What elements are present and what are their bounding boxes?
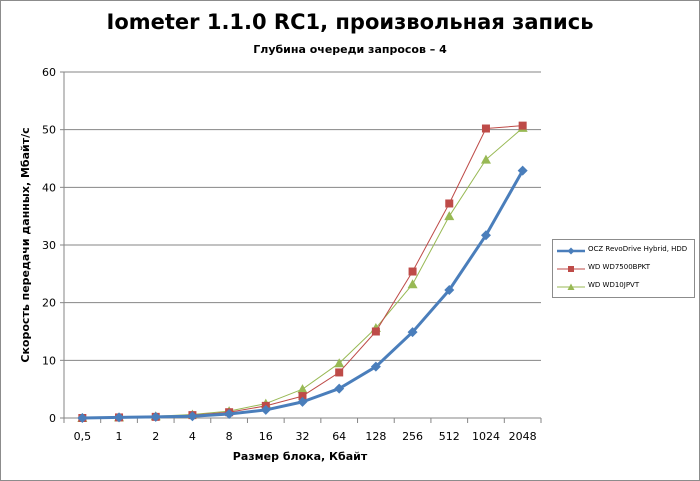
point-s1-10 bbox=[445, 199, 454, 208]
point-s0-1 bbox=[114, 412, 125, 423]
xtick-label-12: 2048 bbox=[509, 430, 537, 443]
x-tick-labels: 0,5 1 2 4 8 16 32 64 128 256 512 1024 2048 bbox=[74, 430, 537, 443]
point-s1-6 bbox=[298, 392, 307, 401]
legend-label-ocz-revodrive: OCZ RevoDrive Hybrid, HDD bbox=[588, 245, 688, 253]
xtick-label-4: 8 bbox=[226, 430, 233, 443]
point-s2-7 bbox=[334, 358, 345, 368]
point-s1-7 bbox=[335, 368, 344, 377]
xtick-label-3: 4 bbox=[189, 430, 196, 443]
point-s1-12 bbox=[518, 121, 527, 130]
series-0 bbox=[77, 165, 528, 423]
series-line-0 bbox=[82, 169, 524, 420]
ytick-label-30: 30 bbox=[42, 239, 56, 252]
xtick-label-6: 32 bbox=[296, 430, 310, 443]
xtick-label-11: 1024 bbox=[472, 430, 500, 443]
series-1 bbox=[78, 121, 527, 422]
point-s1-8 bbox=[371, 327, 380, 336]
point-s0-8 bbox=[370, 361, 381, 372]
xtick-label-7: 64 bbox=[332, 430, 346, 443]
x-axis-label: Размер блока, Кбайт bbox=[233, 450, 368, 463]
xtick-label-0: 0,5 bbox=[74, 430, 92, 443]
point-s2-11 bbox=[480, 154, 491, 164]
xtick-label-2: 2 bbox=[152, 430, 159, 443]
legend-item-wd10jpvt: WD WD10JPVT bbox=[553, 279, 694, 295]
legend-swatch-wd7500bpkt bbox=[557, 266, 585, 272]
series-line-1 bbox=[82, 125, 523, 419]
series-lines bbox=[77, 121, 528, 423]
ytick-label-10: 10 bbox=[42, 354, 56, 367]
series-line-2 bbox=[82, 127, 523, 419]
point-s0-3 bbox=[187, 411, 198, 422]
y-axis-label: Скорость передачи данных, Мбайт/с bbox=[19, 127, 32, 362]
ytick-label-20: 20 bbox=[42, 297, 56, 310]
point-s0-4 bbox=[224, 408, 235, 419]
point-s2-10 bbox=[444, 211, 455, 221]
point-s0-10 bbox=[444, 284, 455, 295]
point-s1-11 bbox=[481, 124, 490, 133]
chart-subtitle: Глубина очереди запросов – 4 bbox=[253, 43, 447, 56]
point-s0-7 bbox=[334, 383, 345, 394]
point-s0-5 bbox=[260, 404, 271, 415]
point-s1-9 bbox=[408, 267, 417, 276]
xtick-label-1: 1 bbox=[116, 430, 123, 443]
xtick-label-8: 128 bbox=[365, 430, 386, 443]
ytick-label-40: 40 bbox=[42, 181, 56, 194]
legend-label-wd10jpvt: WD WD10JPVT bbox=[588, 281, 640, 289]
xtick-label-10: 512 bbox=[439, 430, 460, 443]
point-s0-11 bbox=[480, 230, 491, 241]
xtick-label-9: 256 bbox=[402, 430, 423, 443]
axes bbox=[60, 71, 542, 423]
ytick-label-0: 0 bbox=[49, 412, 56, 425]
point-s0-2 bbox=[150, 411, 161, 422]
legend-item-ocz-revodrive: OCZ RevoDrive Hybrid, HDD bbox=[553, 243, 694, 259]
point-s2-9 bbox=[407, 279, 418, 289]
point-s2-6 bbox=[297, 384, 308, 394]
point-s0-9 bbox=[407, 327, 418, 338]
xtick-label-5: 16 bbox=[259, 430, 273, 443]
legend-label-wd7500bpkt: WD WD7500BPKT bbox=[588, 263, 651, 271]
legend-item-wd7500bpkt: WD WD7500BPKT bbox=[553, 261, 694, 277]
chart-title: Iometer 1.1.0 RC1, произвольная запись bbox=[106, 10, 594, 34]
point-s0-12 bbox=[517, 165, 528, 176]
grid-lines bbox=[64, 71, 541, 361]
legend-swatch-wd10jpvt bbox=[557, 283, 585, 290]
ytick-label-60: 60 bbox=[42, 66, 56, 79]
legend: OCZ RevoDrive Hybrid, HDD WD WD7500BPKT … bbox=[552, 239, 695, 298]
ytick-label-50: 50 bbox=[42, 124, 56, 137]
point-s0-6 bbox=[297, 396, 308, 407]
legend-swatch-ocz-revodrive bbox=[557, 247, 585, 255]
point-s0-0 bbox=[77, 413, 88, 423]
y-tick-labels: 0 10 20 30 40 50 60 bbox=[42, 66, 56, 425]
